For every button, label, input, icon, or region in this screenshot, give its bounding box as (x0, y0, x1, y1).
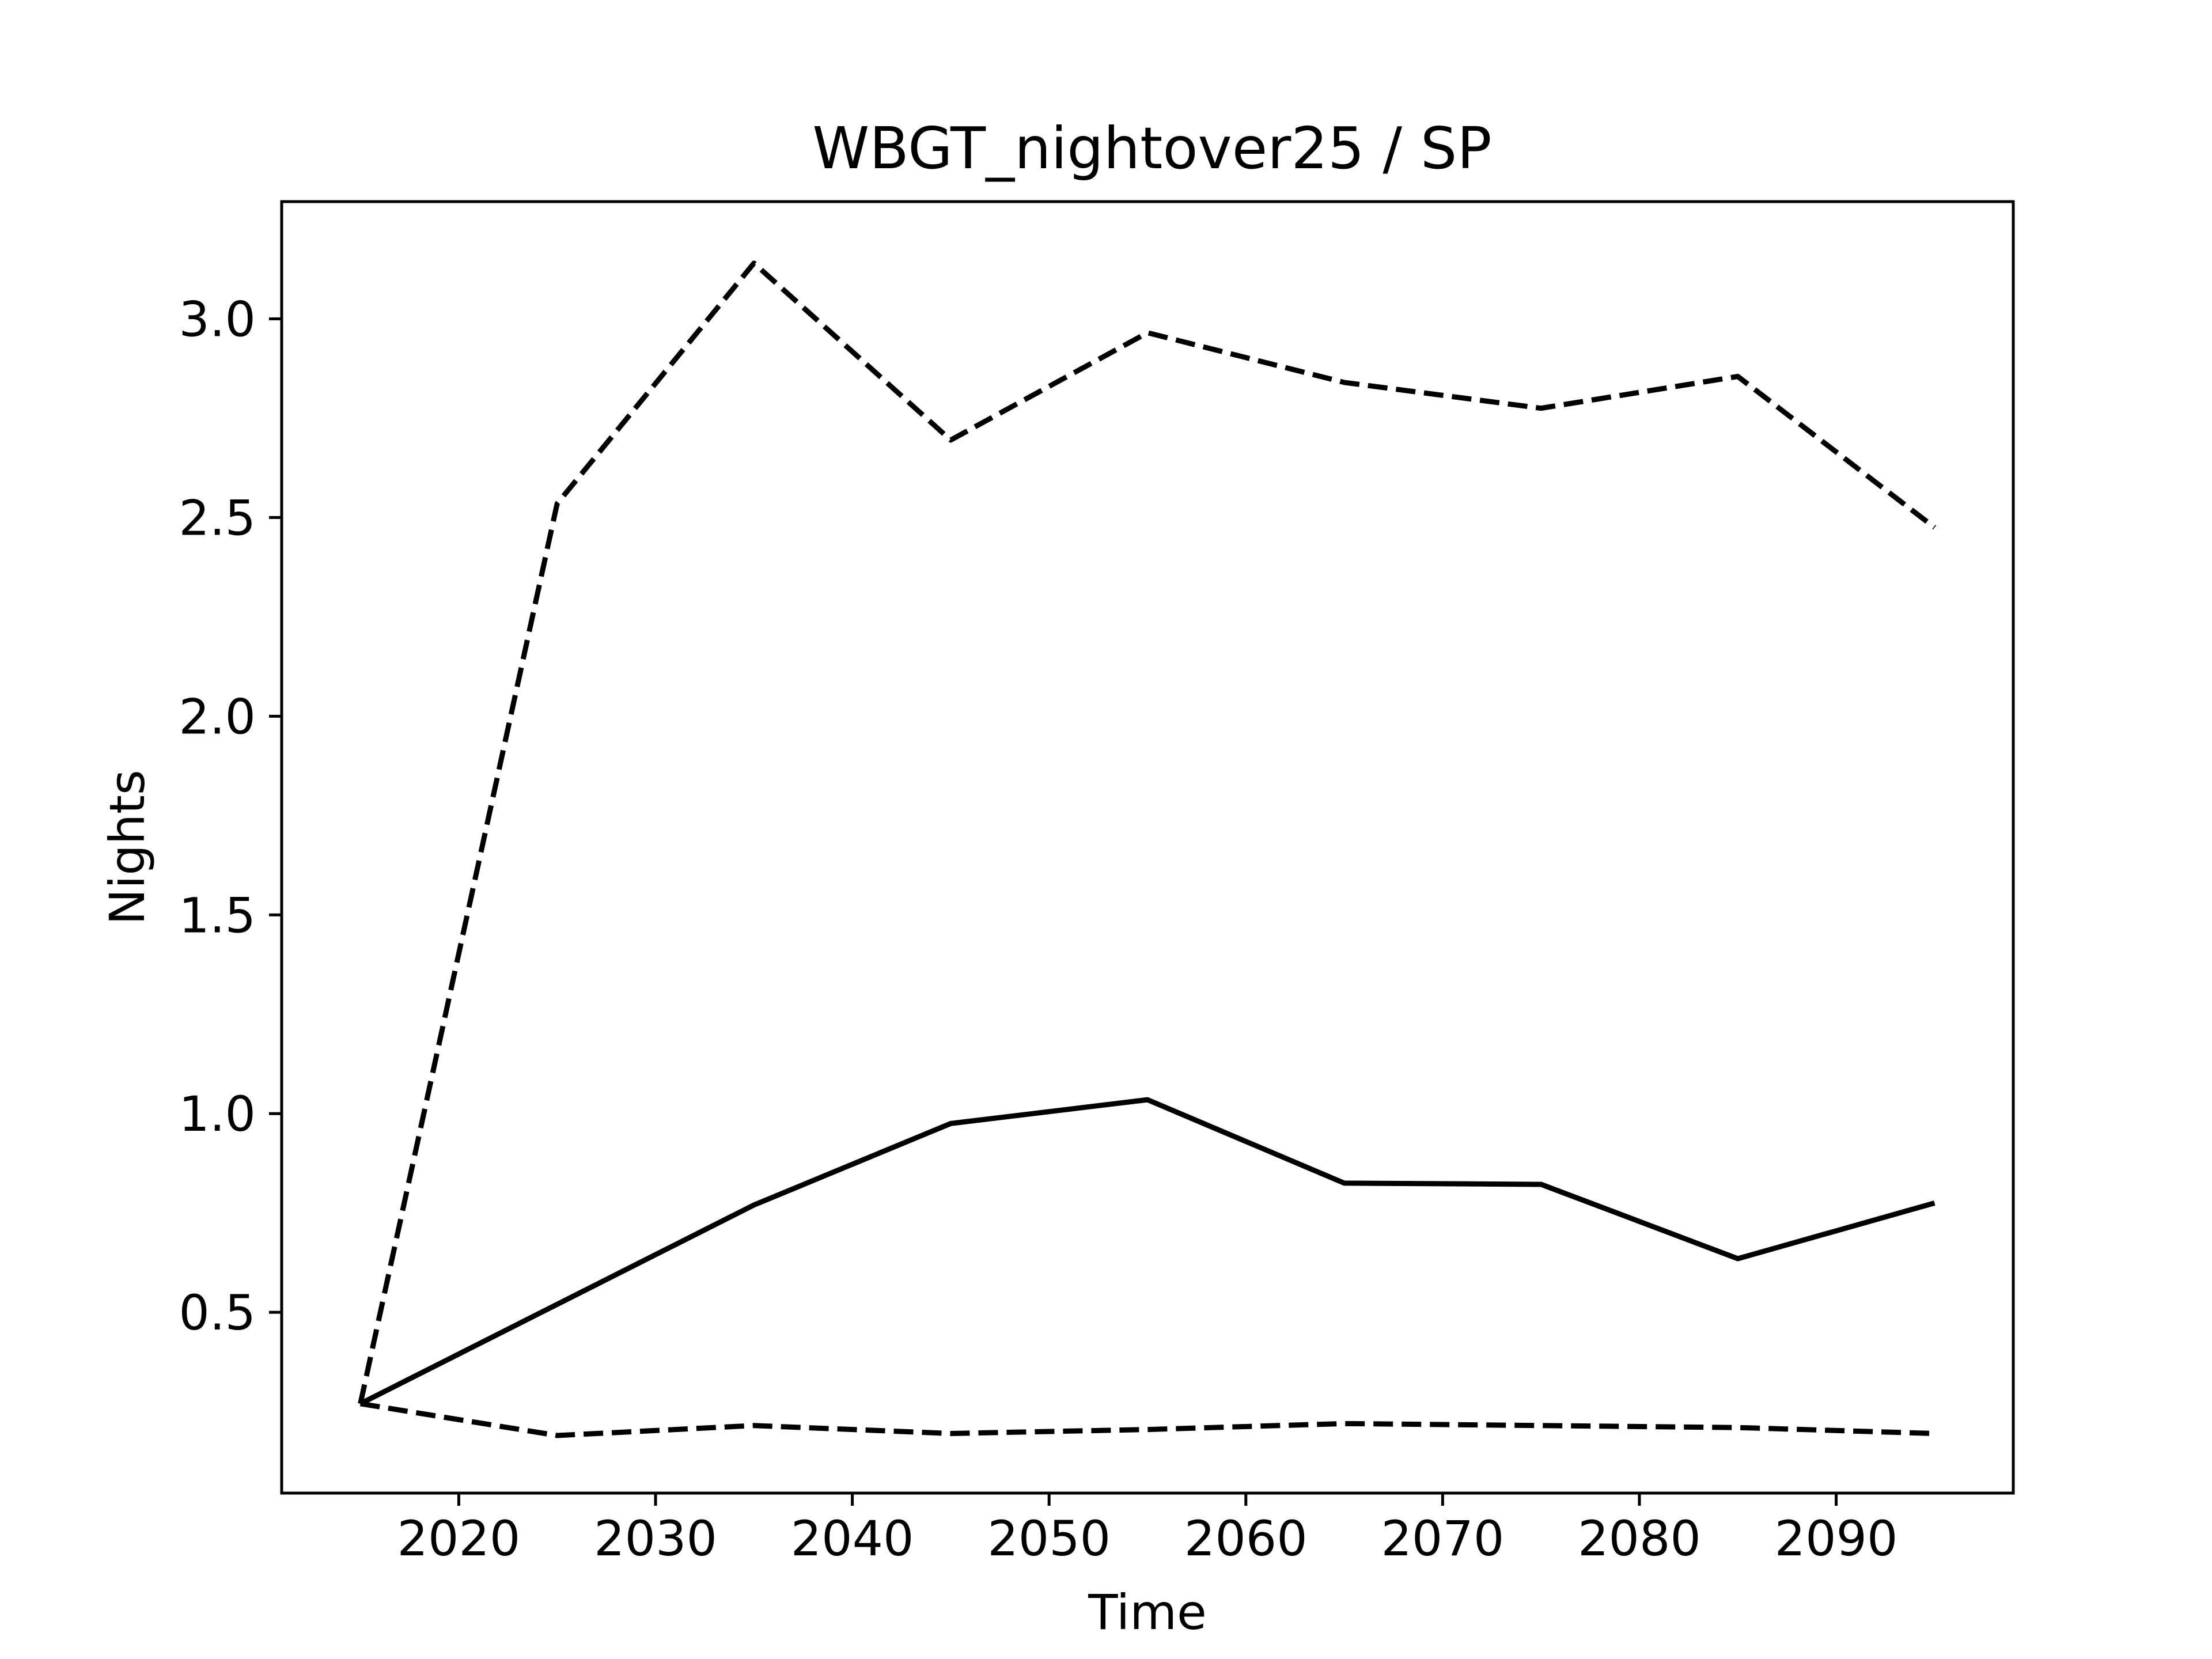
y-tick-label: 3.0 (179, 291, 256, 348)
x-tick-label: 2070 (1381, 1510, 1504, 1567)
data-point (950, 440, 951, 441)
x-tick-label: 2080 (1578, 1510, 1701, 1567)
series-layer (358, 260, 1937, 1438)
dashed-series-line-1 (358, 260, 1937, 1404)
data-point (1540, 1184, 1541, 1185)
x-axis-title: Time (1088, 1584, 1207, 1641)
data-point (1147, 1429, 1148, 1430)
y-tick-label: 1.0 (179, 1086, 256, 1142)
data-point (1147, 332, 1148, 334)
x-axis: 2020 2030 2040 2050 2060 2070 2080 2090 (397, 1493, 1898, 1567)
data-point (1540, 408, 1541, 409)
data-point (1737, 1427, 1738, 1428)
y-tick-label: 2.5 (179, 490, 256, 546)
x-tick-label: 2020 (397, 1510, 521, 1567)
data-point (1737, 376, 1738, 377)
x-tick-label: 2090 (1775, 1510, 1898, 1567)
y-axis-title: Nights (99, 770, 156, 925)
data-point (556, 1435, 558, 1436)
data-point (1344, 1183, 1345, 1184)
data-point (556, 503, 558, 504)
plot-frame (280, 200, 2015, 1495)
data-point (360, 1403, 361, 1404)
data-point (1934, 527, 1935, 528)
data-point (753, 263, 755, 264)
x-tick-label: 2030 (594, 1510, 717, 1567)
y-axis: 0.5 1.0 1.5 2.0 2.5 3.0 (179, 291, 282, 1341)
data-point (556, 1304, 558, 1305)
data-point (950, 1123, 951, 1124)
chart-title: WBGT_nightover25 / SP (812, 115, 1491, 182)
data-point (1344, 382, 1345, 383)
x-tick-label: 2040 (791, 1510, 914, 1567)
y-tick-label: 0.5 (179, 1285, 256, 1341)
data-point (1737, 1258, 1738, 1259)
data-point (753, 1425, 755, 1426)
dashed-series-line-2 (359, 1401, 1935, 1438)
y-tick-label: 2.0 (179, 688, 256, 745)
data-point (1147, 1099, 1148, 1100)
data-point (753, 1205, 755, 1206)
data-point (1934, 1202, 1935, 1203)
y-tick-label: 1.5 (179, 887, 256, 944)
data-point (1540, 1425, 1541, 1426)
solid-series-line-0 (359, 1097, 1936, 1406)
data-point (1934, 1433, 1935, 1434)
x-tick-label: 2050 (987, 1510, 1111, 1567)
data-point (950, 1433, 951, 1434)
x-tick-label: 2060 (1184, 1510, 1308, 1567)
data-point (1344, 1423, 1345, 1424)
